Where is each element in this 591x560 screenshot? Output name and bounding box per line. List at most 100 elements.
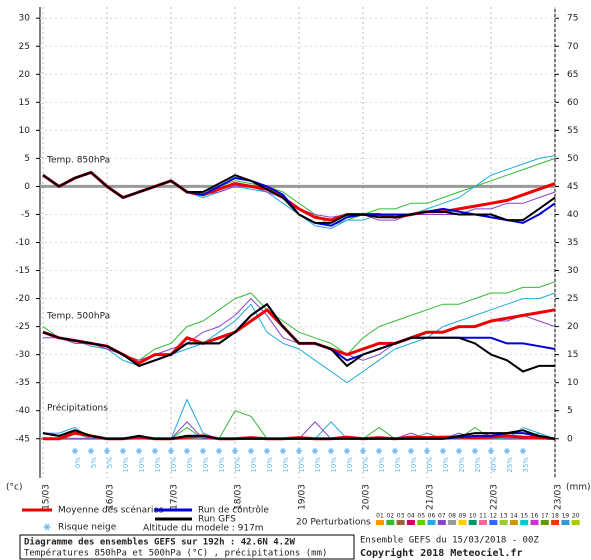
member-label: 17: [541, 513, 549, 520]
snow-icon: [264, 448, 270, 454]
flake-arm: [184, 448, 190, 454]
snow-risk-label: 10%: [154, 457, 162, 473]
member-swatch: [448, 520, 457, 525]
member-label: 12: [489, 513, 497, 520]
flake-arm: [88, 448, 94, 454]
snow-risk-label: 10%: [122, 457, 130, 473]
snow-icon: [408, 448, 414, 454]
member-swatch: [489, 520, 498, 525]
y-tick-label: -10: [15, 238, 30, 248]
snow-icon: [328, 448, 334, 454]
member-label: 05: [417, 513, 425, 520]
snow-risk-label: 10%: [218, 457, 226, 473]
flake-arm: [136, 448, 142, 454]
flake-arm: [216, 448, 222, 454]
x-tick-label: 19/03: [298, 484, 308, 510]
snow-icon: [184, 448, 190, 454]
y-unit-label: (°c): [6, 483, 22, 493]
snow-risk-label: 10%: [234, 457, 242, 473]
snow-icon: [392, 448, 398, 454]
member-swatch: [458, 520, 467, 525]
flake-arm: [424, 448, 430, 454]
snow-risk-label: 20%: [458, 457, 466, 473]
legend-snow-icon: [43, 523, 51, 531]
snow-icon: [248, 448, 254, 454]
flake-arm: [520, 448, 526, 454]
snow-icon: [488, 448, 494, 454]
flake-arm: [376, 448, 382, 454]
member-swatch: [509, 520, 518, 525]
flake-arm: [232, 448, 238, 454]
flake-arm: [328, 448, 334, 454]
flake-arm: [344, 448, 350, 454]
x-tick-label: 21/03: [426, 484, 436, 510]
snow-icon: [312, 448, 318, 454]
snow-icon: [280, 448, 286, 454]
member-swatch: [406, 520, 415, 525]
snow-risk-label: 10%: [250, 457, 258, 473]
snow-risk-label: 10%: [394, 457, 402, 473]
y2-tick-label: 60: [567, 98, 579, 108]
flake-arm: [504, 448, 510, 454]
member-swatch: [530, 520, 539, 525]
member-label: 13: [500, 513, 508, 520]
snow-risk-label: 10%: [186, 457, 194, 473]
footer-box: [19, 534, 355, 560]
flake-arm: [456, 448, 462, 454]
y-tick-label: 30: [19, 14, 31, 24]
member-swatch: [427, 520, 436, 525]
snow-icon: [152, 448, 158, 454]
x-tick-label: 15/03: [42, 484, 52, 510]
footer-title: Diagramme des ensembles GEFS sur 192h : …: [24, 537, 296, 548]
flake-arm: [440, 448, 446, 454]
flake-arm: [72, 448, 78, 454]
member-label: 06: [428, 513, 436, 520]
flake-arm: [296, 448, 302, 454]
snow-icon: [120, 448, 126, 454]
panel-label: Précipitations: [47, 403, 108, 414]
flake-arm: [488, 448, 494, 454]
member-swatch: [551, 520, 560, 525]
y2-tick-label: 30: [567, 266, 579, 276]
member-label: 01: [376, 513, 384, 520]
snow-risk-label: 10%: [410, 457, 418, 473]
member-label: 14: [510, 513, 518, 520]
member-label: 07: [438, 513, 446, 520]
member-swatch: [417, 520, 426, 525]
flake-arm: [408, 448, 414, 454]
legend-label: Moyenne des scénarios: [58, 505, 164, 516]
member-swatch: [479, 520, 487, 525]
flake-arm: [248, 448, 254, 454]
snow-icon: [424, 448, 430, 454]
member-label: 11: [479, 513, 487, 520]
member-swatch: [571, 520, 580, 525]
flake-arm: [152, 448, 158, 454]
y2-tick-label: 35: [567, 238, 578, 248]
flake-arm: [264, 448, 270, 454]
y2-tick-label: 70: [567, 42, 579, 52]
y-tick-label: 0: [24, 182, 30, 192]
panel-label: Temp. 850hPa: [46, 156, 110, 166]
snow-icon: [168, 448, 174, 454]
y-tick-label: -20: [15, 294, 30, 304]
snow-risk-label: 10%: [442, 457, 450, 473]
legend-label: Altitude du modele : 917m: [143, 524, 264, 534]
y-tick-label: -45: [15, 434, 30, 444]
snow-icon: [200, 448, 206, 454]
member-swatch: [540, 520, 549, 525]
snow-icon: [296, 448, 302, 454]
member-swatch: [561, 520, 570, 525]
flake-arm: [280, 448, 286, 454]
legend-label: Run de contrôle: [198, 505, 269, 516]
flake-arm: [168, 448, 174, 454]
flake-arm: [472, 448, 478, 454]
member-label: 15: [520, 513, 528, 520]
snow-icon: [520, 448, 526, 454]
y2-tick-label: 20: [567, 322, 579, 332]
series-line: [42, 429, 556, 440]
member-swatch: [520, 520, 529, 525]
y2-tick-label: 25: [567, 294, 578, 304]
series-line: [42, 171, 556, 224]
